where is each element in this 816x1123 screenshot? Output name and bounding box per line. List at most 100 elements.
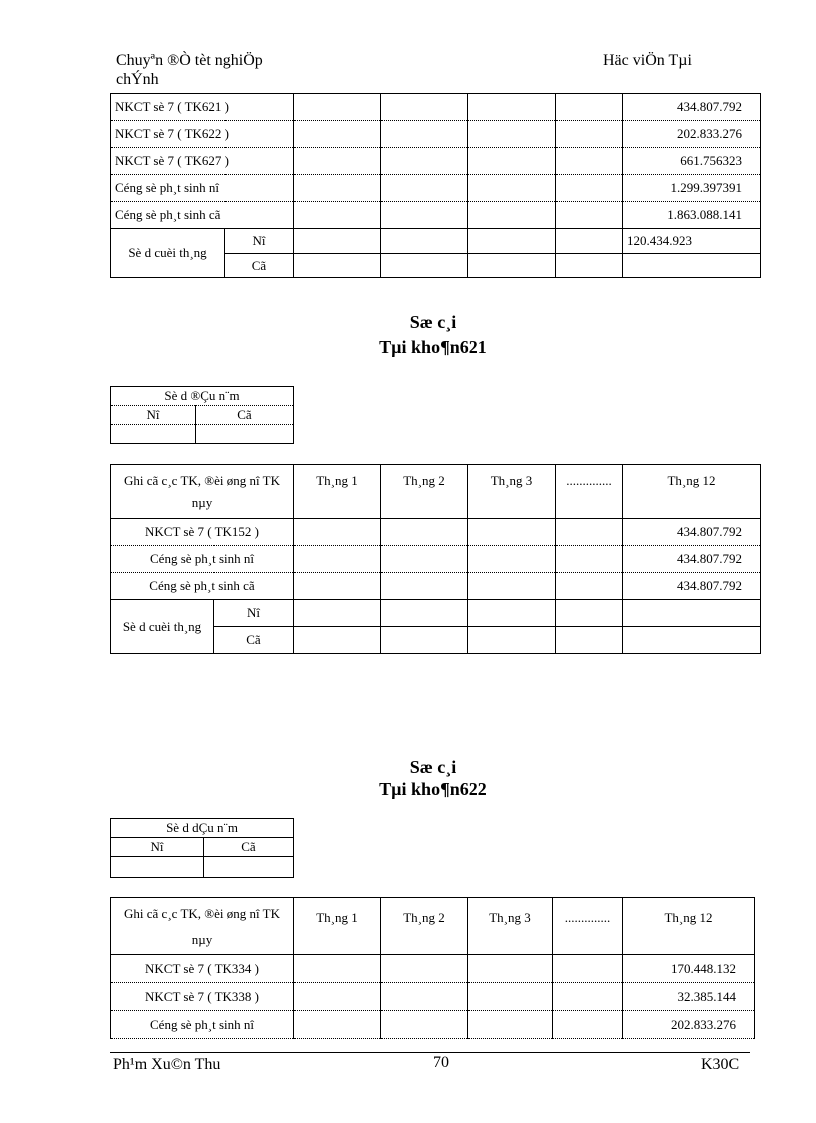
table-row: NKCT sè 7 ( TK334 ) 170.448.132: [110, 954, 755, 983]
month-cell: [293, 626, 381, 654]
month-cell: [380, 201, 468, 229]
table-row: Cã: [111, 253, 761, 278]
month-cell: [555, 572, 623, 600]
month-cell: [555, 253, 623, 278]
month-cell: [467, 174, 556, 202]
month-cell: [380, 147, 468, 175]
header-left-line2: chÝnh: [116, 71, 159, 88]
debit-label: Nî: [213, 599, 294, 627]
month-12-value: 434.807.792: [622, 545, 761, 573]
column-header-month: ..............: [552, 897, 623, 955]
month-cell: [467, 626, 556, 654]
ledger-621-title: Sæ c¸i: [409, 312, 457, 332]
opening-credit-value: [203, 856, 294, 878]
month-cell: [467, 201, 556, 229]
table-row: NKCT sè 7 ( TK622 ) 202.833.276: [110, 120, 761, 148]
month-cell: [467, 253, 556, 278]
month-cell: [380, 954, 468, 983]
month-12-value: 1.299.397391: [622, 174, 761, 202]
column-header-month: Th¸ng 3: [467, 897, 553, 955]
month-cell: [293, 93, 381, 121]
month-cell: [555, 93, 623, 121]
opening-balance-title: Sè d dÇu n¨m: [110, 818, 294, 838]
month-12-value: 434.807.792: [622, 93, 761, 121]
footer-class: K30C: [701, 1056, 740, 1073]
month-cell: [467, 120, 556, 148]
month-cell: [380, 174, 468, 202]
header-right: Häc viÖn Tµi: [603, 52, 692, 69]
month-cell: [293, 954, 381, 983]
column-header-month: Th¸ng 1: [293, 897, 381, 955]
opening-balance-title: Sè d ®Çu n¨m: [110, 386, 294, 406]
table-row: Cã: [111, 626, 761, 654]
month-cell: [555, 147, 623, 175]
month-cell: [552, 982, 623, 1011]
opening-balance-table-622: Sè d dÇu n¨m Nî Cã: [110, 818, 294, 878]
month-12-value: 1.863.088.141: [622, 201, 761, 229]
row-label: NKCT sè 7 ( TK334 ): [110, 954, 294, 983]
row-label: NKCT sè 7 ( TK152 ): [110, 518, 294, 546]
month-cell: [293, 147, 381, 175]
column-header-month: Th¸ng 2: [380, 897, 468, 955]
month-cell: [622, 253, 761, 278]
month-cell: [555, 228, 623, 254]
top-ledger-table: NKCT sè 7 ( TK621 ) 434.807.792 NKCT sè 7 …: [110, 93, 761, 278]
row-label: NKCT sè 7 ( TK621 ): [110, 93, 294, 121]
table-row: NKCT sè 7 ( TK152 ) 434.807.792: [110, 518, 761, 546]
table-row: Céng sè ph¸t sinh nî 434.807.792: [110, 545, 761, 573]
row-label: Céng sè ph¸t sinh cã: [110, 572, 294, 600]
credit-label: Cã: [224, 253, 294, 278]
month-cell: [467, 954, 553, 983]
month-cell: [467, 545, 556, 573]
header-left-line1: Chuyªn ®Ò tèt nghiÖp: [116, 52, 263, 69]
column-header-description: Ghi cã c¸c TK, ®èi øng nî TK nµy: [110, 464, 294, 519]
credit-label: Cã: [213, 626, 294, 654]
month-12-value: 434.807.792: [622, 572, 761, 600]
month-cell: [293, 599, 381, 627]
month-cell: [380, 572, 468, 600]
month-cell: [293, 201, 381, 229]
month-cell: [380, 253, 468, 278]
month-cell: [293, 545, 381, 573]
month-cell: [293, 518, 381, 546]
month-cell: [552, 1010, 623, 1039]
month-cell: [622, 626, 761, 654]
row-label: Céng sè ph¸t sinh nî: [110, 174, 294, 202]
table-row: NKCT sè 7 ( TK627 ) 661.756323: [110, 147, 761, 175]
month-cell: [380, 228, 468, 254]
opening-balance-table-621: Sè d ®Çu n¨m Nî Cã: [110, 386, 294, 444]
table-row: NKCT sè 7 ( TK338 ) 32.385.144: [110, 982, 755, 1011]
month-12-value: 202.833.276: [622, 1010, 755, 1039]
month-cell: [293, 120, 381, 148]
month-cell: [380, 626, 468, 654]
ledger-621-account: Tµi kho¶n621: [379, 337, 487, 357]
month-cell: [467, 147, 556, 175]
column-header-month: Th¸ng 12: [622, 897, 755, 955]
opening-credit-value: [195, 424, 294, 444]
closing-balance-label: Sè d cuèi th¸ng: [110, 599, 214, 654]
column-header-description: Ghi cã c¸c TK, ®èi øng nî TK nµy: [110, 897, 294, 955]
month-cell: [555, 626, 623, 654]
column-header-month: ..............: [555, 464, 623, 519]
header-left: Chuyªn ®Ò tèt nghiÖp chÝnh: [116, 51, 263, 89]
month-cell: [555, 174, 623, 202]
opening-debit-value: [110, 424, 196, 444]
column-header-month: Th¸ng 1: [293, 464, 381, 519]
month-cell: [555, 120, 623, 148]
table-row: Sè d cuèi th¸ng Nî: [110, 599, 761, 654]
column-header-month: Th¸ng 2: [380, 464, 468, 519]
footer-page-number: 70: [433, 1054, 449, 1071]
month-cell: [380, 120, 468, 148]
month-cell: [293, 174, 381, 202]
row-label: NKCT sè 7 ( TK338 ): [110, 982, 294, 1011]
month-12-value: 661.756323: [622, 147, 761, 175]
month-cell: [555, 201, 623, 229]
opening-debit-label: Nî: [110, 405, 196, 425]
footer-divider: [110, 1052, 750, 1053]
closing-debit-month-12: 120.434.923: [622, 228, 761, 254]
ledger-622-title: Sæ c¸i: [409, 757, 457, 777]
